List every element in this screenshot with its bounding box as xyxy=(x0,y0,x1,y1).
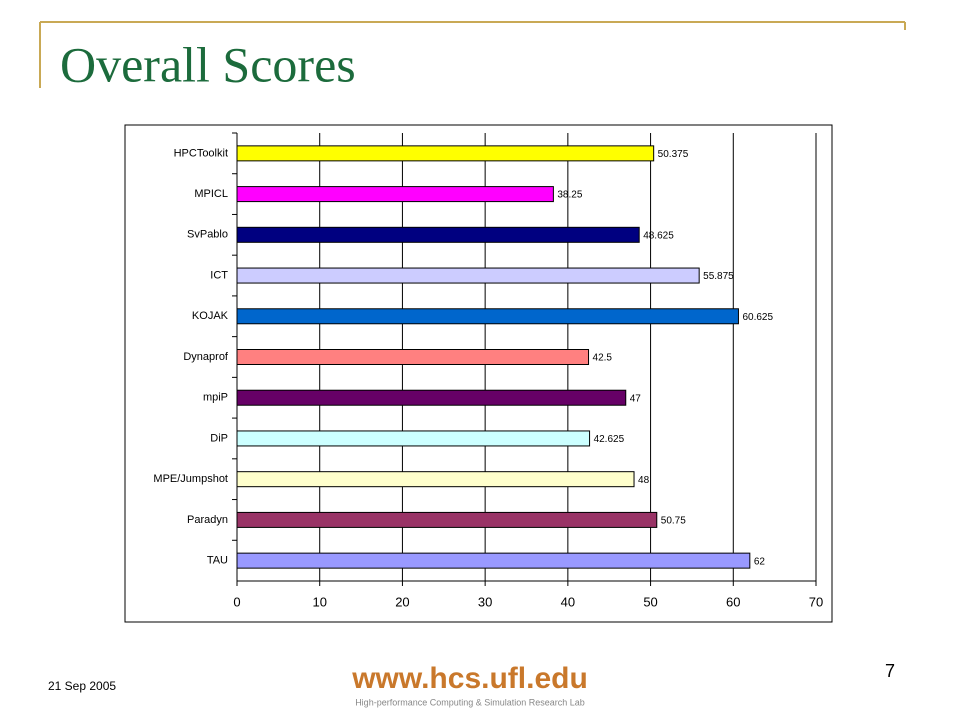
value-label: 55.875 xyxy=(703,271,734,282)
bar xyxy=(236,430,591,447)
value-label: 42.625 xyxy=(594,434,625,445)
date: 21 Sep 2005 xyxy=(48,679,116,693)
value-label: 60.625 xyxy=(742,312,773,323)
x-tick-label: 30 xyxy=(478,594,492,609)
bar xyxy=(236,186,554,203)
value-label: 38.25 xyxy=(557,190,582,201)
slide-title: Overall Scores xyxy=(60,36,356,92)
y-tick-label: DiP xyxy=(210,432,228,444)
value-label: 48.625 xyxy=(643,230,674,241)
y-tick-label: TAU xyxy=(207,555,228,567)
value-label: 50.75 xyxy=(661,516,686,527)
y-tick-label: SvPablo xyxy=(187,229,228,241)
x-tick-label: 50 xyxy=(643,594,657,609)
bar xyxy=(236,511,658,528)
value-label: 47 xyxy=(630,393,642,404)
bar xyxy=(236,552,751,569)
y-tick-label: Paradyn xyxy=(187,514,228,526)
bar xyxy=(236,349,590,365)
x-tick-label: 20 xyxy=(395,594,409,609)
value-label: 42.5 xyxy=(593,353,613,364)
y-tick-label: ICT xyxy=(210,269,228,281)
bar xyxy=(236,226,640,243)
value-label: 48 xyxy=(638,475,650,486)
value-label: 62 xyxy=(754,556,766,567)
bar xyxy=(236,471,635,488)
lab-name: High-performance Computing & Simulation … xyxy=(355,697,585,707)
y-tick-label: MPE/Jumpshot xyxy=(153,473,228,485)
value-label: 50.375 xyxy=(658,149,689,160)
y-tick-label: mpiP xyxy=(203,392,228,404)
bar xyxy=(236,389,627,406)
x-tick-label: 0 xyxy=(233,594,240,609)
page-number: 7 xyxy=(885,661,895,681)
x-tick-label: 60 xyxy=(726,594,740,609)
y-tick-label: KOJAK xyxy=(192,310,229,322)
x-tick-label: 40 xyxy=(561,594,575,609)
y-tick-label: MPICL xyxy=(194,188,228,200)
plot: 0 10 20 30 40 50 60 70 HPCToolkit 50.375 MPICL 38.2… xyxy=(153,132,823,609)
url: www.hcs.ufl.edu xyxy=(351,662,588,695)
chart-frame xyxy=(124,124,833,623)
x-tick-label: 10 xyxy=(312,594,326,609)
bar xyxy=(236,308,739,325)
x-tick-label: 70 xyxy=(809,594,823,609)
y-tick-label: Dynaprof xyxy=(183,351,229,363)
bar xyxy=(236,267,700,284)
y-tick-label: HPCToolkit xyxy=(174,147,228,159)
bar xyxy=(236,145,655,162)
